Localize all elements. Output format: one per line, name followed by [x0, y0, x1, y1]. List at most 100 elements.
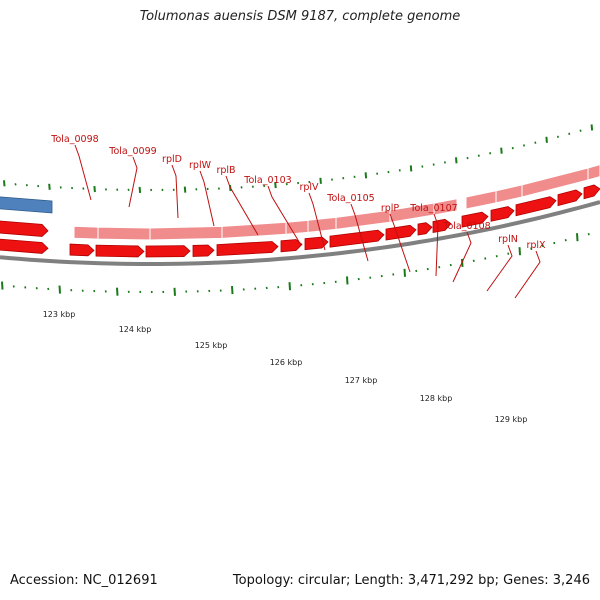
leader-line — [486, 244, 513, 292]
tick-mark — [277, 285, 280, 289]
cds-arrow — [0, 220, 49, 237]
tick-mark — [127, 290, 130, 294]
tick-mark — [161, 188, 164, 192]
tick-mark — [70, 288, 73, 292]
tick-mark — [219, 289, 222, 292]
tick-mark — [127, 188, 130, 192]
cds-arrow — [280, 239, 303, 253]
leader-line — [514, 250, 541, 299]
tick-mark — [139, 290, 142, 294]
tick-mark — [240, 186, 243, 189]
tick-mark — [104, 290, 107, 293]
tick-mark — [162, 290, 165, 294]
cds-track-lower — [0, 184, 600, 258]
tick-mark — [556, 135, 559, 139]
tick-mark — [14, 183, 17, 186]
map-title: Tolumonas auensis DSM 9187, complete gen… — [139, 9, 461, 24]
leader-line — [267, 185, 302, 246]
tick-mark — [208, 289, 211, 293]
gene-label: Tola_0103 — [243, 175, 291, 186]
tick-mark — [364, 172, 368, 179]
tick-mark — [265, 286, 268, 290]
tick-mark — [82, 187, 85, 190]
gene-label: rplP — [381, 203, 400, 214]
tick-mark — [195, 188, 198, 191]
cds-arrow — [0, 238, 49, 254]
gene-label: rplV — [299, 182, 319, 193]
tick-mark — [59, 186, 62, 189]
tick-mark — [346, 276, 349, 285]
gene-label: Tola_0105 — [326, 193, 374, 204]
tick-mark — [576, 233, 579, 242]
leader-line — [389, 213, 411, 273]
gene-label: Tola_0107 — [409, 203, 457, 214]
tick-mark — [116, 188, 119, 191]
tick-mark — [579, 129, 582, 132]
gene-segment — [97, 226, 151, 241]
gene-label: Tola_0099 — [108, 146, 156, 157]
tick-mark — [206, 187, 209, 191]
tick-mark — [35, 286, 38, 290]
tick-mark — [37, 184, 40, 188]
cds-arrow — [145, 245, 191, 258]
tick-mark — [71, 186, 74, 190]
tick-mark — [421, 165, 424, 168]
tick-mark — [25, 184, 28, 187]
gene-segment — [495, 184, 523, 204]
tick-mark — [93, 289, 96, 293]
tick-mark — [48, 183, 51, 190]
gene-label: Tola_0098 — [50, 134, 98, 145]
gene-label: Tola_0108 — [442, 221, 490, 232]
tick-mark — [323, 281, 326, 285]
tick-mark — [263, 184, 266, 188]
gene-label: rplN — [498, 234, 518, 245]
tick-mark — [387, 170, 390, 174]
gene-label: rplD — [162, 154, 182, 165]
tick-mark — [330, 178, 333, 181]
leader-line — [433, 213, 439, 277]
tick-mark — [426, 267, 429, 271]
tick-mark — [173, 287, 176, 296]
kbp-tick-label: 124 kbp — [119, 325, 152, 334]
cds-arrow — [216, 241, 279, 257]
tick-mark — [415, 269, 418, 273]
tick-mark — [183, 186, 187, 193]
cds-arrow — [461, 211, 489, 228]
tick-mark — [150, 290, 153, 294]
tick-mark — [553, 241, 556, 245]
cds-arrow — [417, 222, 433, 236]
tick-mark — [1, 281, 4, 290]
cds-arrow — [557, 189, 583, 207]
tick-mark — [288, 282, 291, 291]
tick-mark — [466, 156, 469, 160]
gene-segment — [221, 221, 287, 239]
tick-mark — [196, 290, 199, 293]
kbp-tick-label: 127 kbp — [345, 376, 378, 385]
kbp-tick-label: 128 kbp — [420, 394, 453, 403]
tick-mark — [357, 277, 360, 281]
tick-mark — [398, 169, 401, 172]
tick-mark — [12, 285, 15, 288]
tick-mark — [150, 188, 153, 192]
tick-mark — [172, 188, 175, 192]
tick-mark — [47, 287, 50, 291]
gene-track-upper — [73, 164, 600, 241]
cds-arrow — [385, 224, 417, 241]
leader-line — [128, 156, 138, 208]
gene-segment — [285, 219, 309, 235]
tick-mark — [587, 232, 590, 236]
tick-mark — [511, 146, 514, 150]
tick-mark — [319, 177, 322, 184]
tick-mark — [138, 186, 142, 194]
kbp-tick-label: 123 kbp — [43, 310, 76, 319]
tick-mark — [545, 136, 548, 143]
kbp-tick-label: 129 kbp — [495, 415, 528, 424]
tick-mark — [403, 268, 406, 277]
cds-arrow — [515, 196, 557, 217]
kbp-labels: 123 kbp 124 kbp 125 kbp 126 kbp 127 kbp 128 k… — [43, 310, 528, 424]
tick-mark — [334, 280, 337, 283]
tick-mark — [104, 188, 107, 191]
gene-label: rplW — [189, 160, 212, 171]
gene-segment — [587, 164, 600, 181]
